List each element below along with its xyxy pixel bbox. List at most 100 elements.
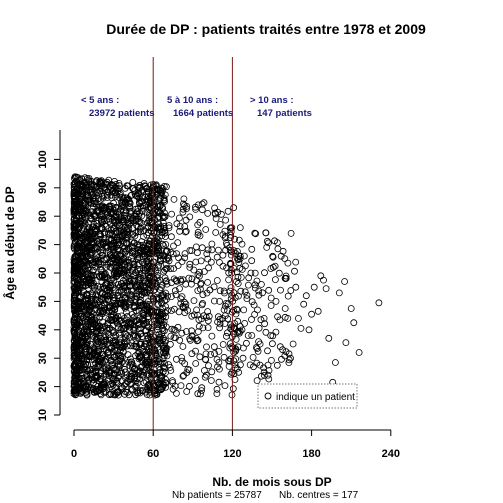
data-point	[75, 176, 83, 184]
data-point	[143, 364, 151, 372]
data-point	[167, 265, 175, 273]
data-point	[70, 296, 78, 304]
data-point	[76, 266, 84, 274]
data-point	[143, 360, 151, 368]
data-point	[91, 209, 98, 217]
data-point	[78, 355, 86, 363]
data-point	[259, 289, 266, 297]
data-point	[70, 318, 78, 326]
data-point	[145, 241, 153, 249]
data-point	[124, 269, 132, 277]
data-point	[121, 334, 129, 342]
data-point	[156, 255, 164, 263]
data-point	[81, 174, 89, 182]
data-point	[285, 359, 293, 367]
data-point	[186, 260, 194, 268]
data-point	[79, 188, 87, 196]
data-point	[148, 204, 155, 212]
data-point	[143, 352, 151, 360]
data-point	[170, 242, 177, 250]
data-point	[90, 234, 97, 242]
data-point	[182, 227, 190, 235]
data-point	[85, 307, 93, 315]
data-point	[101, 273, 109, 281]
data-point	[94, 208, 102, 216]
data-point	[105, 391, 113, 399]
data-point	[135, 307, 143, 315]
data-point	[129, 178, 137, 186]
data-point	[92, 314, 100, 322]
data-point	[109, 245, 117, 253]
data-point	[341, 278, 349, 285]
data-point	[99, 240, 107, 248]
data-point	[194, 221, 202, 229]
data-point	[143, 288, 151, 296]
data-point	[176, 285, 183, 293]
data-point	[210, 283, 218, 291]
data-point	[123, 239, 131, 247]
data-point	[265, 367, 273, 374]
data-point	[122, 276, 130, 284]
data-point	[102, 222, 110, 230]
data-point	[84, 196, 92, 204]
data-point	[255, 324, 263, 332]
data-point	[120, 287, 127, 295]
data-point	[108, 374, 116, 382]
data-point	[262, 328, 270, 336]
data-point	[70, 388, 78, 396]
data-point	[109, 274, 117, 282]
data-point	[77, 281, 85, 289]
data-point	[137, 330, 145, 337]
data-point	[224, 300, 232, 308]
data-point	[175, 214, 183, 222]
data-point	[138, 207, 146, 215]
data-point	[162, 241, 170, 248]
data-point	[119, 201, 127, 209]
data-point	[105, 354, 113, 362]
data-point	[207, 258, 215, 266]
data-point	[227, 251, 235, 259]
data-point	[137, 224, 145, 232]
data-point	[167, 293, 175, 301]
data-point	[73, 245, 81, 253]
data-point	[208, 368, 216, 376]
data-point	[137, 285, 145, 293]
data-point	[188, 327, 196, 335]
data-point	[117, 385, 125, 393]
data-point	[175, 308, 183, 316]
data-point	[281, 352, 289, 360]
data-point	[155, 247, 163, 255]
data-point	[165, 361, 173, 369]
data-point	[74, 282, 82, 289]
data-point	[253, 277, 261, 285]
data-point	[231, 235, 239, 243]
data-point	[121, 224, 129, 232]
data-point	[204, 278, 212, 286]
data-point	[249, 353, 257, 361]
data-point	[161, 379, 169, 386]
data-point	[145, 249, 153, 257]
data-point	[281, 255, 289, 263]
data-point	[177, 382, 185, 390]
data-point	[167, 233, 175, 241]
data-point	[162, 347, 170, 355]
data-point	[122, 209, 130, 217]
data-point	[71, 372, 79, 380]
data-point	[126, 220, 133, 228]
data-point	[191, 203, 199, 211]
data-point	[90, 181, 97, 189]
data-point	[73, 318, 81, 326]
data-point	[204, 317, 212, 325]
data-point	[143, 185, 151, 193]
data-point	[127, 287, 135, 295]
data-point	[198, 301, 206, 309]
data-point	[137, 228, 144, 236]
data-point	[197, 257, 205, 265]
data-point	[70, 273, 78, 280]
data-point	[213, 277, 221, 284]
data-point	[135, 212, 143, 220]
data-point	[194, 328, 202, 336]
data-point	[144, 312, 152, 320]
data-point	[73, 365, 81, 373]
data-point	[136, 302, 144, 310]
